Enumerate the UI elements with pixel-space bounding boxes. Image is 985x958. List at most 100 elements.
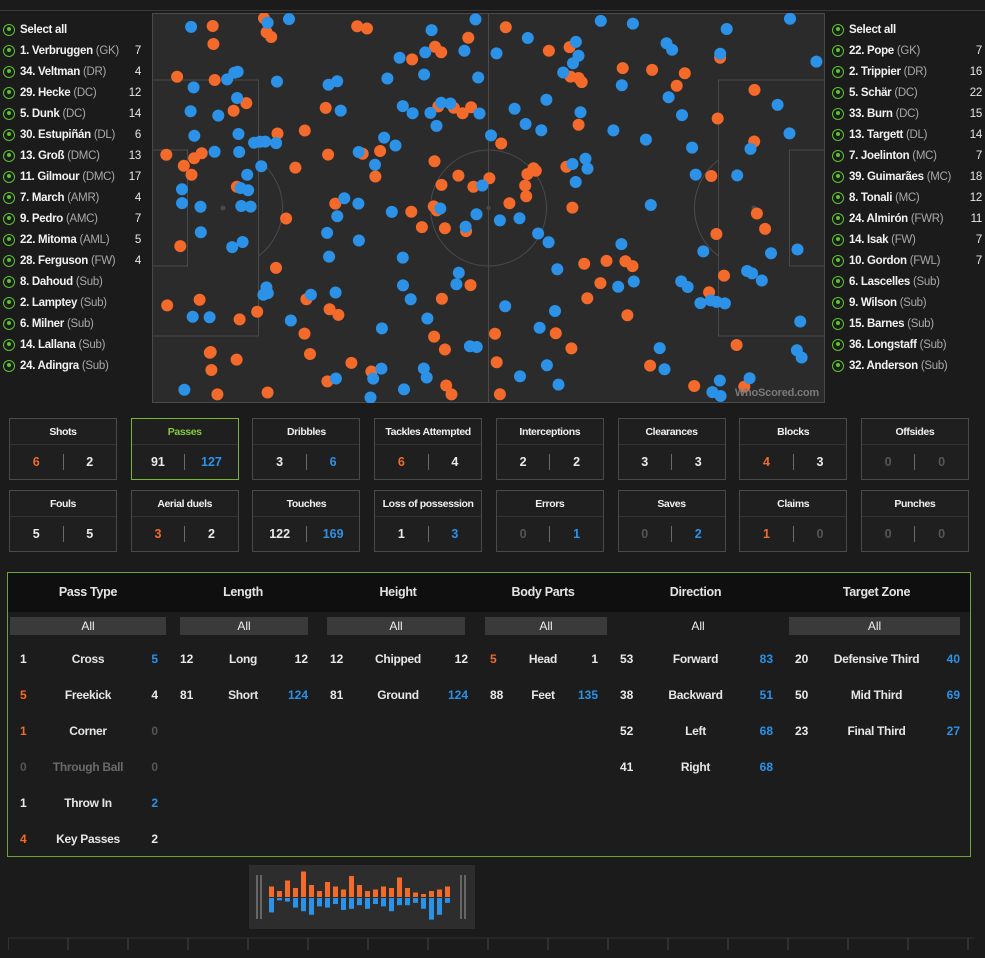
away-touch-dot[interactable]	[176, 183, 188, 196]
away-touch-dot[interactable]	[389, 139, 402, 152]
away-touch-dot[interactable]	[569, 35, 582, 48]
away-touch-dot[interactable]	[352, 197, 365, 210]
away-touch-dot[interactable]	[208, 145, 221, 158]
home-touch-dot[interactable]	[621, 309, 634, 322]
away-touch-dot[interactable]	[532, 227, 545, 240]
pass-filter-defensive-third[interactable]: Defensive Third	[833, 652, 920, 666]
away-touch-dot[interactable]	[338, 192, 351, 205]
away-touch-dot[interactable]	[689, 168, 702, 181]
radio-selected-icon[interactable]	[3, 191, 15, 204]
radio-selected-icon[interactable]	[832, 191, 844, 204]
away-touch-dot[interactable]	[743, 372, 756, 385]
away-touch-dot[interactable]	[552, 378, 565, 391]
away-touch-dot[interactable]	[521, 32, 534, 44]
home-touch-dot[interactable]	[646, 63, 659, 76]
stat-box-loss-of-possession[interactable]: Loss of possession 1 3	[374, 490, 483, 552]
home-touch-dot[interactable]	[503, 197, 516, 210]
away-touch-dot[interactable]	[329, 372, 342, 385]
home-touch-dot[interactable]	[261, 386, 274, 399]
away-touch-dot[interactable]	[540, 93, 553, 106]
home-touch-dot[interactable]	[600, 254, 613, 267]
away-touch-dot[interactable]	[744, 142, 757, 155]
radio-selected-icon[interactable]	[3, 170, 15, 183]
pass-filter-ground[interactable]: Ground	[377, 688, 419, 702]
home-touch-dot[interactable]	[438, 343, 451, 356]
away-touch-dot[interactable]	[514, 370, 526, 383]
match-timeline[interactable]	[249, 865, 475, 929]
home-touch-dot[interactable]	[456, 107, 469, 120]
home-touch-dot[interactable]	[519, 179, 532, 192]
away-touch-dot[interactable]	[540, 359, 553, 372]
home-touch-dot[interactable]	[177, 159, 190, 172]
home-touch-dot[interactable]	[298, 327, 311, 340]
pass-filter-backward[interactable]: Backward	[668, 688, 723, 702]
radio-selected-icon[interactable]	[3, 254, 15, 267]
away-touch-dot[interactable]	[519, 118, 532, 130]
home-touch-dot[interactable]	[280, 212, 293, 225]
away-touch-dot[interactable]	[226, 241, 239, 254]
away-player-row[interactable]: 6. Lascelles (Sub)	[832, 271, 982, 292]
away-player-row[interactable]: 39. Guimarães (MC) 18	[832, 166, 982, 187]
away-touch-dot[interactable]	[396, 100, 409, 113]
stat-box-blocks[interactable]: Blocks 4 3	[739, 418, 848, 480]
home-touch-dot[interactable]	[750, 207, 763, 220]
home-touch-dot[interactable]	[467, 180, 480, 193]
away-touch-dot[interactable]	[612, 280, 625, 293]
home-touch-dot[interactable]	[374, 145, 387, 157]
home-player-row[interactable]: 14. Lallana (Sub)	[3, 334, 153, 355]
away-touch-dot[interactable]	[675, 275, 688, 288]
away-player-row[interactable]: 15. Barnes (Sub)	[832, 313, 982, 334]
away-player-row[interactable]: 33. Burn (DC) 15	[832, 103, 982, 124]
stat-box-tackles-attempted[interactable]: Tackles Attempted 6 4	[374, 418, 483, 480]
pass-filter-short[interactable]: Short	[228, 688, 258, 702]
home-touch-dot[interactable]	[594, 277, 607, 290]
home-touch-dot[interactable]	[233, 313, 246, 326]
radio-selected-icon[interactable]	[832, 65, 844, 78]
radio-selected-icon[interactable]	[832, 296, 844, 309]
stat-box-touches[interactable]: Touches 122 169	[252, 490, 361, 552]
radio-selected-icon[interactable]	[3, 275, 15, 288]
away-touch-dot[interactable]	[450, 278, 463, 291]
stat-box-offsides[interactable]: Offsides 0 0	[860, 418, 969, 480]
away-touch-dot[interactable]	[185, 20, 198, 33]
home-touch-dot[interactable]	[549, 327, 562, 340]
away-touch-dot[interactable]	[369, 158, 381, 171]
away-player-row[interactable]: 13. Targett (DL) 14	[832, 124, 982, 145]
away-touch-dot[interactable]	[184, 105, 197, 118]
pass-filter-key-passes[interactable]: Key Passes	[56, 832, 120, 846]
away-touch-dot[interactable]	[783, 127, 796, 140]
away-touch-dot[interactable]	[375, 322, 388, 335]
away-touch-dot[interactable]	[234, 182, 247, 194]
radio-selected-icon[interactable]	[3, 107, 15, 120]
away-touch-dot[interactable]	[794, 315, 807, 328]
away-touch-dot[interactable]	[421, 312, 434, 325]
home-touch-dot[interactable]	[452, 169, 465, 182]
away-touch-dot[interactable]	[419, 46, 432, 59]
away-touch-dot[interactable]	[557, 66, 570, 79]
radio-selected-icon[interactable]	[832, 212, 844, 225]
away-touch-dot[interactable]	[284, 314, 297, 327]
away-touch-dot[interactable]	[260, 281, 273, 294]
home-touch-dot[interactable]	[464, 279, 477, 292]
away-touch-dot[interactable]	[270, 137, 283, 150]
away-touch-dot[interactable]	[694, 297, 707, 310]
home-touch-dot[interactable]	[369, 170, 382, 183]
home-player-row[interactable]: 22. Mitoma (AML) 5	[3, 229, 153, 250]
home-touch-dot[interactable]	[230, 353, 243, 366]
away-touch-dot[interactable]	[490, 47, 503, 60]
away-touch-dot[interactable]	[755, 274, 768, 287]
away-touch-dot[interactable]	[686, 141, 699, 154]
home-touch-dot[interactable]	[323, 303, 336, 316]
away-touch-dot[interactable]	[398, 383, 410, 396]
home-touch-dot[interactable]	[572, 118, 585, 131]
away-touch-dot[interactable]	[259, 135, 272, 148]
away-touch-dot[interactable]	[579, 152, 592, 165]
away-touch-dot[interactable]	[784, 13, 796, 25]
home-touch-dot[interactable]	[440, 379, 453, 392]
pass-filter-long[interactable]: Long	[228, 652, 258, 666]
filter-all-button[interactable]: All	[180, 617, 308, 635]
home-touch-dot[interactable]	[490, 356, 503, 369]
home-touch-dot[interactable]	[240, 97, 253, 110]
home-touch-dot[interactable]	[581, 292, 594, 305]
away-touch-dot[interactable]	[396, 251, 409, 264]
